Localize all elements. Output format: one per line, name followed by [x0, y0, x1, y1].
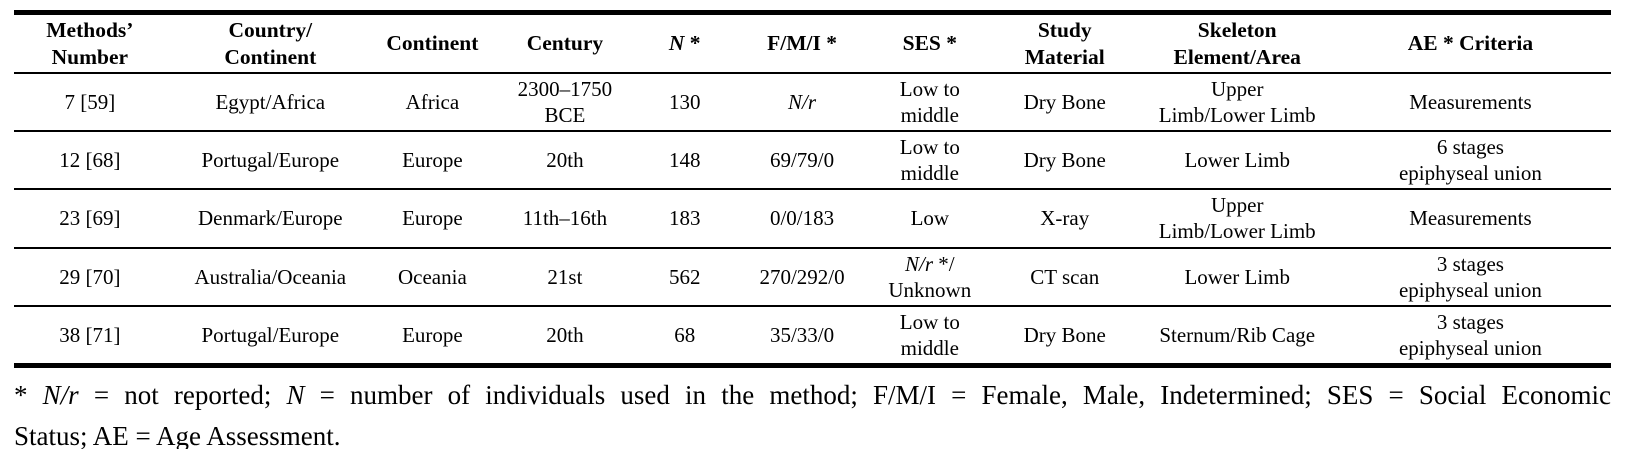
cell-3-skeleton-element: Lower Limb: [1184, 264, 1290, 289]
table-row: 23 [69] Denmark/Europe Europe 11th–16th 183 0…: [14, 189, 1611, 248]
col-header-methods-number: Methods’ Number: [46, 18, 134, 69]
cell-1-continent: Europe: [402, 148, 463, 173]
cell-2-continent: Europe: [402, 206, 463, 231]
cell-4-country-continent: Portugal/Europe: [201, 322, 340, 347]
cell-1-methods-number: 12 [68]: [59, 148, 121, 173]
cell-2-country-continent: Denmark/Europe: [197, 206, 343, 231]
cell-0-ses: Low to middle: [899, 77, 960, 128]
table-row: 12 [68] Portugal/Europe Europe 20th 148 69/79…: [14, 131, 1611, 190]
cell-4-ae-criteria: 3 stages epiphyseal union: [1398, 309, 1542, 360]
cell-3-n: 562: [668, 264, 701, 289]
cell-3-study-material: CT scan: [1030, 264, 1100, 289]
cell-2-skeleton-element: Upper Limb/Lower Limb: [1158, 193, 1316, 244]
table-row: 7 [59] Egypt/Africa Africa 2300–1750 BCE 130 N…: [14, 73, 1611, 132]
cell-2-n: 183: [668, 206, 701, 231]
col-header-fmi: F/M/I *: [767, 31, 837, 56]
table-header-row: Methods’ Number Country/Continent Continent…: [14, 13, 1611, 74]
col-header-century: Century: [526, 31, 604, 56]
cell-1-skeleton-element: Lower Limb: [1184, 148, 1290, 173]
cell-4-skeleton-element: Sternum/Rib Cage: [1159, 322, 1316, 347]
cell-2-century: 11th–16th: [522, 206, 608, 231]
cell-0-study-material: Dry Bone: [1023, 90, 1106, 115]
cell-3-century: 21st: [547, 264, 583, 289]
col-header-n: N *: [668, 31, 701, 56]
cell-1-fmi: 69/79/0: [769, 148, 835, 173]
cell-3-fmi: 270/292/0: [759, 264, 845, 289]
cell-4-methods-number: 38 [71]: [59, 322, 121, 347]
table-row: 38 [71] Portugal/Europe Europe 20th 68 35/33/…: [14, 306, 1611, 366]
cell-4-study-material: Dry Bone: [1023, 322, 1106, 347]
cell-4-n: 68: [674, 322, 696, 347]
cell-0-methods-number: 7 [59]: [64, 90, 116, 115]
cell-0-century: 2300–1750 BCE: [517, 77, 613, 128]
footnote-line-1: * N/r = not reported; N = number of indi…: [14, 379, 1611, 410]
cell-2-methods-number: 23 [69]: [59, 206, 121, 231]
cell-3-country-continent: Australia/Oceania: [194, 264, 347, 289]
table-row: 29 [70] Australia/Oceania Oceania 21st 562 27…: [14, 248, 1611, 306]
cell-2-ae-criteria: Measurements: [1409, 206, 1532, 231]
cell-3-continent: Oceania: [397, 264, 467, 289]
col-header-ses: SES *: [902, 31, 957, 56]
cell-3-methods-number: 29 [70]: [59, 264, 121, 289]
table-body: 7 [59] Egypt/Africa Africa 2300–1750 BCE 130 N…: [14, 73, 1611, 365]
cell-2-fmi: 0/0/183: [769, 206, 835, 231]
cell-2-ses: Low: [910, 206, 950, 231]
col-header-continent: Continent: [386, 31, 479, 56]
col-header-country-continent: Country/Continent: [224, 18, 317, 69]
col-header-study-material: Study Material: [1024, 18, 1105, 69]
footnote-line-2: Status; AE = Age Assessment.: [14, 421, 341, 449]
cell-0-skeleton-element: Upper Limb/Lower Limb: [1158, 77, 1316, 128]
cell-4-fmi: 35/33/0: [769, 322, 835, 347]
cell-0-country-continent: Egypt/Africa: [215, 90, 326, 115]
cell-1-n: 148: [668, 148, 701, 173]
cell-0-continent: Africa: [405, 90, 460, 115]
cell-4-continent: Europe: [402, 322, 463, 347]
cell-0-n: 130: [668, 90, 701, 115]
cell-4-century: 20th: [546, 322, 584, 347]
methods-table: Methods’ Number Country/Continent Continent…: [14, 10, 1611, 368]
col-header-ae-criteria: AE * Criteria: [1407, 31, 1534, 56]
cell-0-fmi: N/r: [788, 90, 817, 115]
table-footnote: * N/r = not reported; N = number of indi…: [14, 375, 1611, 449]
cell-1-study-material: Dry Bone: [1023, 148, 1106, 173]
cell-2-study-material: X-ray: [1040, 206, 1090, 231]
cell-4-ses: Low to middle: [899, 309, 960, 360]
col-header-skeleton-element: Skeleton Element/Area: [1173, 18, 1301, 69]
cell-3-ae-criteria: 3 stages epiphyseal union: [1398, 251, 1542, 302]
cell-1-ses: Low to middle: [899, 135, 960, 186]
cell-1-century: 20th: [546, 148, 584, 173]
table-header: Methods’ Number Country/Continent Continent…: [14, 13, 1611, 74]
cell-0-ae-criteria: Measurements: [1409, 90, 1532, 115]
cell-3-ses: N/r */Unknown: [888, 251, 972, 302]
cell-1-ae-criteria: 6 stages epiphyseal union: [1398, 135, 1542, 186]
cell-1-country-continent: Portugal/Europe: [201, 148, 340, 173]
